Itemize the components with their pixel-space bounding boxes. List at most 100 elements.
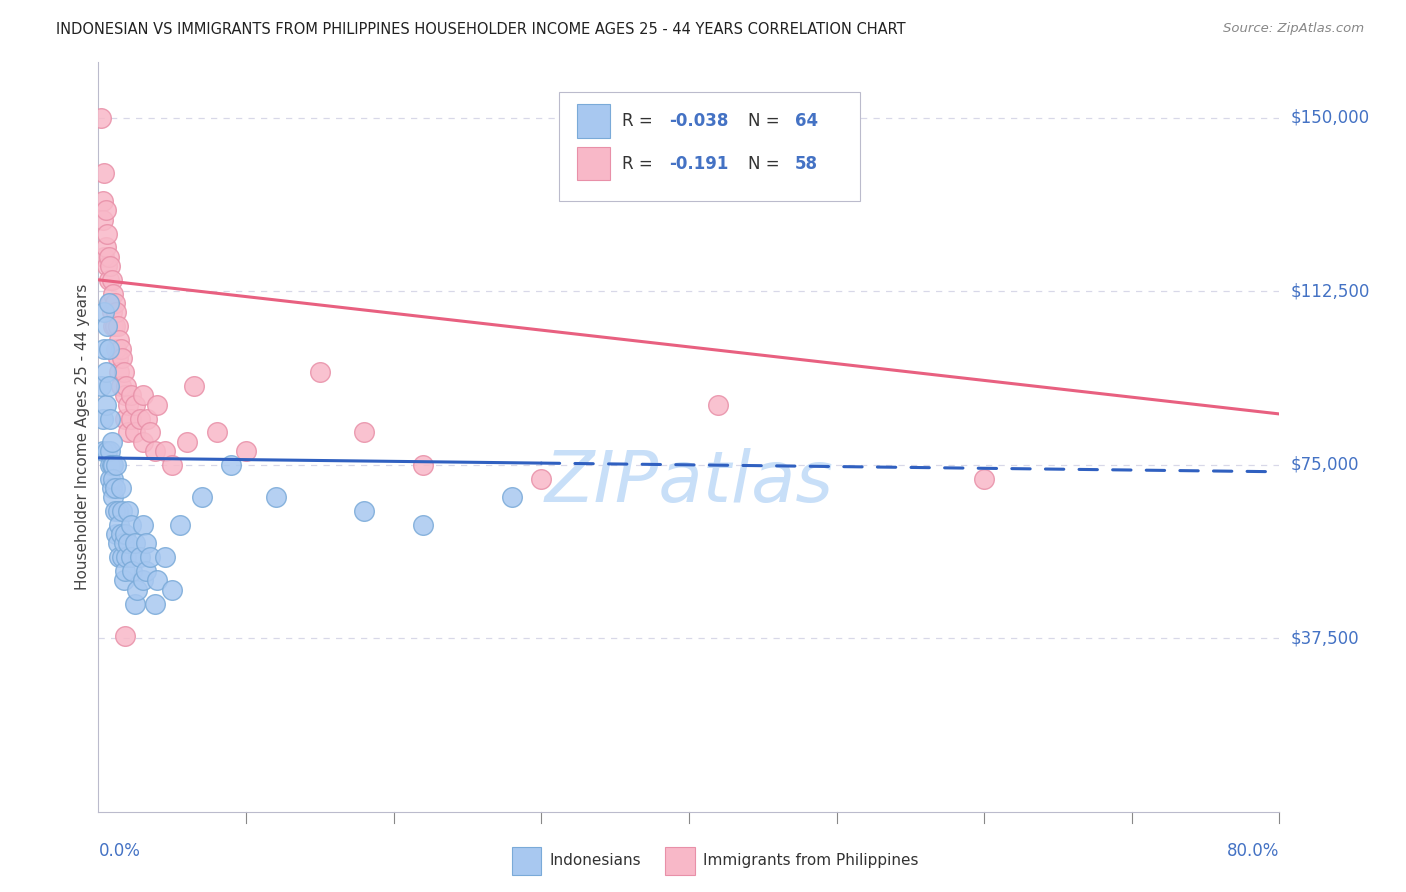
FancyBboxPatch shape	[665, 847, 695, 875]
Point	[98, 458, 121, 472]
Point	[169, 518, 191, 533]
Point	[120, 550, 142, 565]
Point	[96, 319, 118, 334]
Point	[264, 490, 287, 504]
Point	[108, 365, 131, 379]
Point	[94, 398, 117, 412]
Point	[93, 342, 115, 356]
Point	[107, 536, 129, 550]
Point	[132, 434, 155, 449]
Point	[412, 458, 434, 472]
Point	[136, 411, 159, 425]
Point	[412, 518, 434, 533]
Text: Source: ZipAtlas.com: Source: ZipAtlas.com	[1223, 22, 1364, 36]
Point	[94, 365, 117, 379]
Point	[110, 527, 132, 541]
Point	[221, 458, 243, 472]
Point	[107, 319, 129, 334]
Point	[114, 527, 136, 541]
Text: 64: 64	[796, 112, 818, 130]
Text: $150,000: $150,000	[1291, 109, 1369, 127]
Text: -0.038: -0.038	[669, 112, 728, 130]
Point	[120, 388, 142, 402]
Point	[103, 458, 125, 472]
Point	[105, 527, 128, 541]
Point	[97, 250, 120, 264]
Point	[132, 518, 155, 533]
Point	[117, 425, 139, 440]
Point	[128, 550, 150, 565]
Point	[96, 259, 118, 273]
Point	[114, 388, 136, 402]
Point	[135, 536, 157, 550]
Point	[96, 444, 118, 458]
Point	[114, 629, 136, 643]
Point	[94, 240, 117, 254]
Point	[132, 388, 155, 402]
Text: 0.0%: 0.0%	[98, 842, 141, 860]
Point	[98, 472, 121, 486]
Point	[105, 305, 128, 319]
Point	[114, 564, 136, 578]
Point	[90, 111, 112, 125]
Point	[103, 472, 125, 486]
Point	[121, 564, 143, 578]
Point	[235, 444, 257, 458]
Point	[108, 550, 131, 565]
Point	[103, 319, 125, 334]
Point	[115, 379, 138, 393]
Text: ZIPatlas: ZIPatlas	[544, 448, 834, 516]
Point	[112, 574, 135, 588]
Point	[97, 342, 120, 356]
Point	[114, 411, 136, 425]
Point	[143, 597, 166, 611]
Point	[117, 536, 139, 550]
Point	[91, 411, 114, 425]
FancyBboxPatch shape	[560, 93, 860, 201]
Point	[117, 504, 139, 518]
Point	[90, 379, 112, 393]
Point	[94, 203, 117, 218]
Point	[115, 550, 138, 565]
Point	[100, 273, 122, 287]
Point	[96, 227, 118, 241]
Point	[162, 582, 183, 597]
Point	[530, 472, 553, 486]
Point	[153, 444, 176, 458]
Text: R =: R =	[621, 154, 658, 172]
Point	[105, 342, 128, 356]
Point	[205, 425, 228, 440]
Point	[98, 444, 121, 458]
Point	[104, 481, 127, 495]
Point	[98, 296, 121, 310]
FancyBboxPatch shape	[512, 847, 541, 875]
Point	[110, 481, 132, 495]
Point	[146, 398, 169, 412]
Point	[139, 425, 162, 440]
Point	[125, 582, 148, 597]
Text: N =: N =	[748, 154, 785, 172]
Point	[111, 504, 134, 518]
Point	[91, 444, 114, 458]
Point	[110, 379, 132, 393]
Point	[100, 305, 122, 319]
Point	[97, 379, 120, 393]
Text: 80.0%: 80.0%	[1227, 842, 1279, 860]
Text: N =: N =	[748, 112, 785, 130]
FancyBboxPatch shape	[576, 104, 610, 137]
Point	[104, 504, 127, 518]
Point	[162, 458, 183, 472]
Point	[353, 425, 375, 440]
Point	[112, 365, 135, 379]
Text: R =: R =	[621, 112, 658, 130]
Text: 58: 58	[796, 154, 818, 172]
Point	[108, 518, 131, 533]
Point	[107, 504, 129, 518]
Text: $75,000: $75,000	[1291, 456, 1360, 474]
Point	[100, 458, 122, 472]
Point	[98, 259, 121, 273]
Point	[93, 250, 115, 264]
Point	[111, 351, 134, 366]
Point	[111, 550, 134, 565]
Point	[100, 434, 122, 449]
